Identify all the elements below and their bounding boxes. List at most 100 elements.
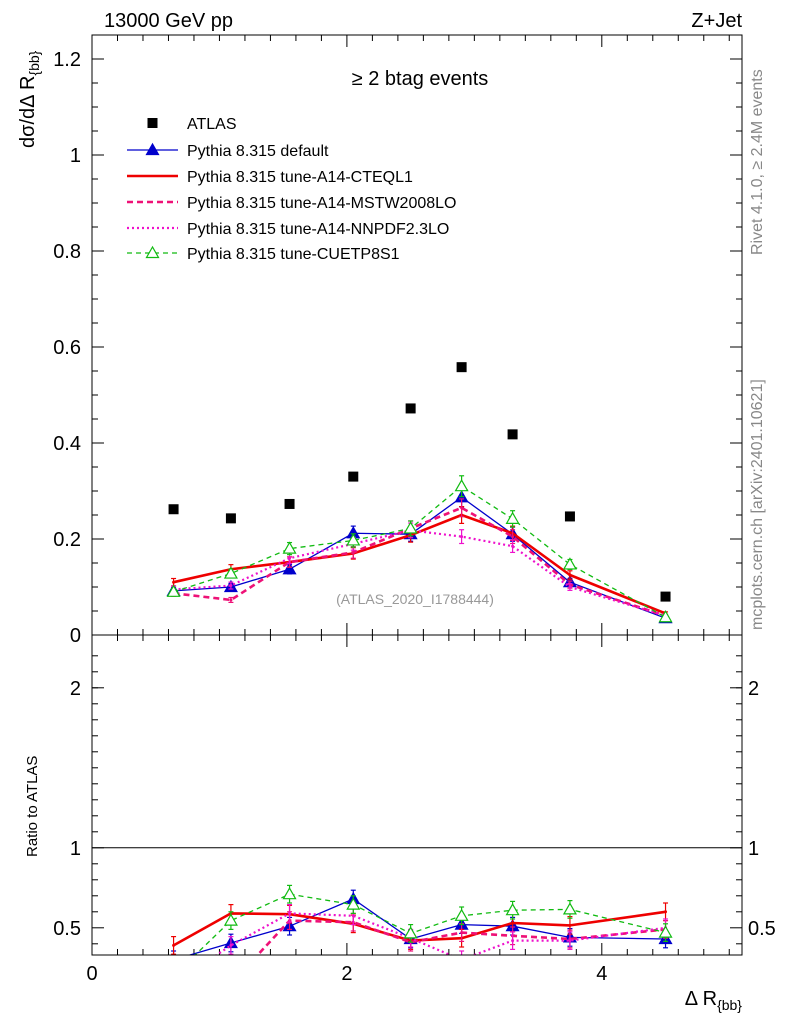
series-3-point	[511, 535, 515, 539]
y-tick-label: 1.2	[53, 49, 81, 71]
series-4-point	[288, 556, 292, 560]
ratio-frame	[91, 634, 743, 956]
ratio-axes: 0 2 4 0.5 0.5 1 1 2 2	[53, 635, 776, 985]
atlas-data-point	[564, 511, 575, 522]
ratio-series-2-point	[664, 910, 668, 914]
atlas-data-point	[168, 504, 179, 515]
series-5-point	[403, 521, 418, 534]
ratio-series-4-point	[568, 939, 572, 943]
series-4-point	[460, 535, 464, 539]
y-tick-label: 0	[70, 625, 81, 647]
atlas-data-point	[456, 362, 467, 373]
ratio-series-5-point	[168, 970, 180, 981]
ratio-series-4-point	[460, 958, 463, 961]
ratio-tick-label: 0.5	[748, 918, 776, 940]
ratio-series-2-line	[172, 910, 666, 947]
series-5-point	[223, 566, 238, 579]
ratio-series-2-point	[511, 921, 515, 925]
series-1-point	[282, 562, 297, 575]
atlas-data-point	[660, 591, 671, 602]
ratio-series-5-point	[223, 913, 238, 926]
ratio-series-5-point	[505, 902, 520, 916]
legend-label-4: Pythia 8.315 tune-A14-NNPDF2.3LO	[187, 221, 449, 238]
y-axis-title-main: dσ/dΔ R	[17, 76, 39, 148]
ratio-tick-label: 2	[70, 678, 81, 700]
svg-text:dσ/dΔ R{bb}: dσ/dΔ R{bb}	[17, 50, 42, 148]
series-5-point	[346, 533, 361, 546]
series-5-point	[166, 584, 181, 597]
series-3-point	[460, 506, 464, 510]
legend-label-2: Pythia 8.315 tune-A14-CTEQL1	[187, 169, 413, 186]
y-tick-label: 0.6	[53, 337, 81, 359]
ratio-series-3-point	[460, 931, 464, 935]
ratio-tick-label: 0.5	[53, 918, 81, 940]
process-label: Z+Jet	[691, 10, 742, 32]
ratio-series-4-point	[229, 943, 233, 947]
series-5-point	[454, 478, 469, 492]
legend-marker-1	[145, 142, 160, 156]
side-label-top: Rivet 4.1.0, ≥ 2.4M events	[749, 69, 766, 255]
series-2-point	[568, 573, 572, 577]
legend-marker-atlas	[147, 118, 158, 128]
main-axes: 0 0.2 0.4 0.6 0.8 1 1.2	[53, 34, 742, 647]
svg-text:Δ R{bb}: Δ R{bb}	[685, 988, 743, 1013]
ratio-series-5-line	[194, 893, 666, 955]
legend: ATLAS Pythia 8.315 default Pythia 8.315 tu…	[127, 116, 456, 263]
atlas-data-point	[284, 498, 295, 509]
ratio-series-4-point	[288, 911, 292, 915]
x-tick-label: 4	[596, 963, 607, 985]
ratio-axis-title: Ratio to ATLAS	[24, 756, 41, 857]
series-4-point	[511, 544, 515, 548]
atlas-data-point	[348, 471, 359, 482]
watermark-label: (ATLAS_2020_I1788444)	[336, 591, 494, 607]
x-axis-title: Δ R{bb}	[685, 988, 743, 1013]
atlas-data-point	[405, 403, 416, 414]
ratio-series-4-point	[172, 982, 175, 985]
ratio-series-5-point	[346, 897, 361, 910]
ratio-series-3-point	[229, 982, 232, 985]
ratio-series-2-point	[568, 923, 572, 927]
atlas-data-point	[225, 513, 236, 524]
legend-label-3: Pythia 8.315 tune-A14-MSTW2008LO	[187, 195, 456, 212]
series-3-point	[351, 550, 355, 554]
atlas-data-point	[507, 429, 518, 440]
y-tick-label: 0.4	[53, 433, 81, 455]
legend-label-1: Pythia 8.315 default	[187, 143, 329, 160]
ratio-series-1-line	[187, 898, 666, 955]
ratio-series-5-point	[562, 902, 577, 915]
ratio-series-5-point	[658, 925, 673, 938]
y-axis-title-sub: {bb}	[26, 50, 42, 75]
x-tick-label: 2	[341, 963, 352, 985]
series-3-point	[229, 598, 233, 602]
ratio-tick-label: 2	[748, 678, 759, 700]
y-tick-label: 1	[70, 145, 81, 167]
legend-label-atlas: ATLAS	[187, 116, 237, 133]
legend-marker-5	[145, 245, 160, 259]
ratio-series-4-line	[214, 912, 666, 955]
ratio-series-3-point	[172, 974, 175, 977]
series-5-point	[282, 541, 297, 554]
series-2-point	[172, 580, 176, 584]
series-4-point	[229, 584, 233, 588]
ratio-series-5-point	[282, 886, 297, 900]
x-axis-title-sub: {bb}	[717, 997, 742, 1013]
ratio-series-2-point	[172, 943, 176, 947]
y-axis-title: dσ/dΔ R{bb}	[17, 50, 42, 148]
ratio-series-layer	[168, 884, 673, 985]
ratio-series-4-point	[511, 939, 515, 943]
ratio-tick-label: 1	[748, 838, 759, 860]
main-series-layer	[166, 362, 673, 624]
series-5-point	[562, 557, 577, 570]
y-tick-label: 0.8	[53, 241, 81, 263]
legend-label-5: Pythia 8.315 tune-CUETP8S1	[187, 246, 400, 263]
ratio-series-5-point	[454, 908, 469, 921]
ratio-series-5-point	[403, 926, 418, 939]
series-5-point	[505, 511, 520, 524]
energy-label: 13000 GeV pp	[104, 10, 233, 32]
ratio-tick-label: 1	[70, 838, 81, 860]
series-4-point	[568, 585, 572, 589]
x-tick-label: 0	[86, 963, 97, 985]
ratio-series-4-point	[351, 914, 355, 918]
chart-title: ≥ 2 btag events	[352, 68, 489, 90]
